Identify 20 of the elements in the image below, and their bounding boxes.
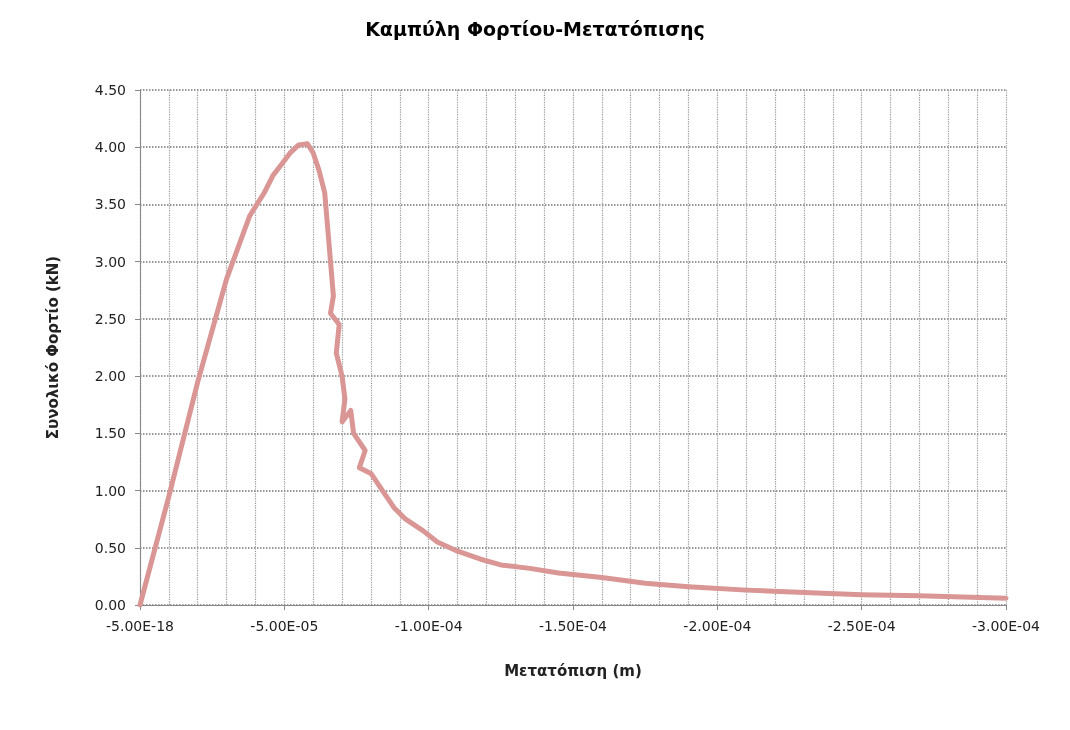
y-tick-label: 4.50 bbox=[94, 82, 126, 98]
y-tick-label: 1.00 bbox=[94, 482, 126, 499]
y-tick-label: 3.50 bbox=[94, 196, 126, 213]
x-tick-label: -3.00E-04 bbox=[972, 618, 1041, 634]
x-tick-label: -1.00E-04 bbox=[394, 618, 463, 634]
x-tick-label: -2.00E-04 bbox=[683, 618, 752, 634]
y-tick-label: 0.00 bbox=[94, 597, 126, 613]
x-tick-label: -2.50E-04 bbox=[827, 618, 896, 634]
x-tick-label: -5.00E-05 bbox=[250, 618, 319, 634]
x-tick-label: -1.50E-04 bbox=[539, 618, 608, 634]
y-tick-label: 1.50 bbox=[94, 425, 126, 442]
x-tick-label: -5.00E-18 bbox=[106, 618, 174, 634]
y-tick-label: 3.00 bbox=[94, 253, 126, 270]
y-axis-title: Συνολικό Φορτίο (kN) bbox=[43, 255, 62, 440]
y-tick-label: 2.00 bbox=[94, 368, 126, 385]
chart-title: Καμπύλη Φορτίου-Μετατόπισης bbox=[365, 17, 705, 40]
x-axis-title: Μετατόπιση (m) bbox=[504, 661, 642, 680]
y-tick-label: 0.50 bbox=[94, 539, 126, 556]
y-tick-label: 4.00 bbox=[94, 139, 126, 156]
y-tick-label: 2.50 bbox=[94, 310, 126, 327]
